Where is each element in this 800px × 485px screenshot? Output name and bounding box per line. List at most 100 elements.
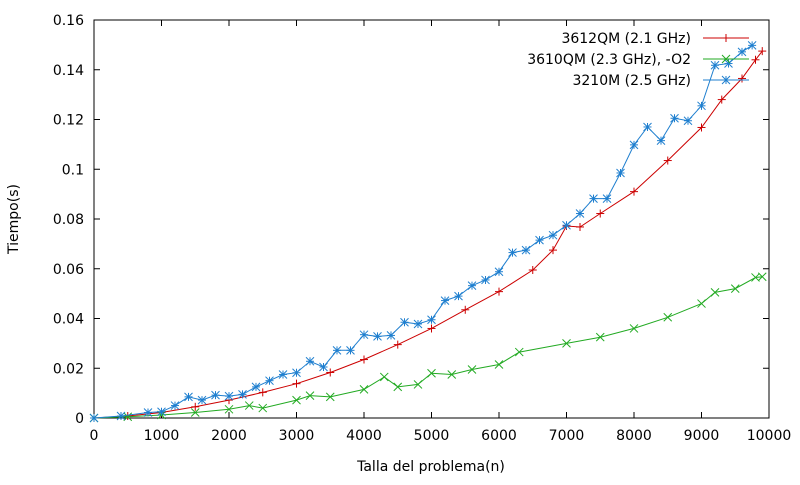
data-point xyxy=(170,401,180,410)
data-point xyxy=(758,47,767,56)
data-point xyxy=(738,74,746,83)
x-axis: 0 1000 2000 3000 4000 5000 6000 7000 8000 9000 100… xyxy=(90,20,791,444)
data-point xyxy=(697,299,706,308)
data-point xyxy=(325,392,335,402)
data-point xyxy=(224,404,234,414)
y-tick-label: 0.08 xyxy=(53,212,84,228)
legend-marker xyxy=(722,34,730,42)
x-tick-label: 5000 xyxy=(414,428,450,444)
data-point xyxy=(447,370,457,379)
data-point xyxy=(190,408,200,417)
x-tick-label: 4000 xyxy=(346,428,382,444)
data-point xyxy=(265,376,274,386)
data-point xyxy=(386,331,396,340)
data-point xyxy=(656,136,666,145)
data-point xyxy=(413,380,423,389)
y-tick-label: 0.14 xyxy=(53,63,84,79)
data-point xyxy=(360,355,368,364)
x-tick-label: 3000 xyxy=(279,428,315,444)
data-point xyxy=(326,368,335,377)
data-point xyxy=(143,408,153,417)
x-axis-label: Talla del problema(n) xyxy=(356,459,505,475)
data-point xyxy=(589,194,598,203)
data-point xyxy=(630,187,638,196)
data-point xyxy=(514,347,524,357)
x-tick-label: 9000 xyxy=(684,428,720,444)
y-tick-label: 0.06 xyxy=(53,262,84,278)
data-point xyxy=(747,41,757,50)
data-point xyxy=(461,305,470,314)
y-tick-label: 0.04 xyxy=(53,312,84,328)
legend: 3612QM (2.1 GHz) 3610QM (2.3 GHz), -O2 321… xyxy=(527,31,749,89)
data-point xyxy=(724,59,733,68)
data-point xyxy=(292,368,301,378)
data-point xyxy=(629,324,639,333)
data-point xyxy=(191,402,200,411)
data-point xyxy=(467,281,477,291)
data-point xyxy=(157,407,166,417)
data-point xyxy=(373,332,382,341)
data-point xyxy=(359,330,369,340)
data-point xyxy=(737,47,747,57)
data-point xyxy=(413,319,423,329)
data-point xyxy=(670,113,679,123)
y-tick-label: 0.12 xyxy=(53,113,84,129)
data-point xyxy=(481,275,490,285)
data-point xyxy=(393,340,402,349)
data-point xyxy=(359,385,369,394)
data-point xyxy=(710,60,720,70)
data-point xyxy=(730,284,740,294)
data-point xyxy=(548,230,558,240)
data-point xyxy=(278,370,288,379)
legend-marker xyxy=(721,75,731,85)
series-layer xyxy=(89,41,767,423)
data-point xyxy=(535,235,544,245)
data-point xyxy=(663,312,673,322)
data-point xyxy=(258,388,267,397)
data-point xyxy=(244,401,254,410)
data-point xyxy=(427,368,436,378)
data-point xyxy=(549,246,557,255)
data-point xyxy=(508,248,517,257)
data-point xyxy=(528,265,537,274)
data-point xyxy=(379,372,389,382)
series-0 xyxy=(90,47,767,422)
series-2 xyxy=(89,41,757,423)
y-tick-label: 0.16 xyxy=(53,13,84,29)
data-point xyxy=(467,365,477,374)
legend-label: 3210M (2.5 GHz) xyxy=(572,73,691,89)
series-line xyxy=(93,50,763,419)
x-tick-label: 6000 xyxy=(481,428,517,444)
x-tick-label: 1000 xyxy=(144,428,180,444)
data-point xyxy=(521,245,531,255)
data-point xyxy=(238,390,247,399)
data-point xyxy=(400,317,409,327)
data-point xyxy=(123,412,132,421)
data-point xyxy=(495,287,503,296)
data-point xyxy=(292,379,301,388)
data-point xyxy=(595,332,605,342)
legend-marker xyxy=(721,54,731,64)
x-tick-label: 7000 xyxy=(549,428,585,444)
data-point xyxy=(393,382,403,392)
x-tick-label: 8000 xyxy=(616,428,652,444)
data-point xyxy=(494,267,504,277)
data-point xyxy=(427,324,436,333)
data-point xyxy=(332,345,342,355)
y-axis-label: Tiempo(s) xyxy=(6,184,22,255)
data-point xyxy=(89,413,99,423)
x-tick-label: 0 xyxy=(90,428,99,444)
data-point xyxy=(116,411,126,421)
data-point xyxy=(319,362,328,372)
y-tick-label: 0.02 xyxy=(53,361,84,377)
data-point xyxy=(258,403,268,413)
data-point xyxy=(454,291,463,301)
data-point xyxy=(757,272,767,282)
data-point xyxy=(562,339,571,348)
data-point xyxy=(575,209,585,218)
series-line xyxy=(93,44,753,419)
data-point xyxy=(697,123,706,132)
data-point xyxy=(710,288,720,297)
data-point xyxy=(440,296,450,305)
